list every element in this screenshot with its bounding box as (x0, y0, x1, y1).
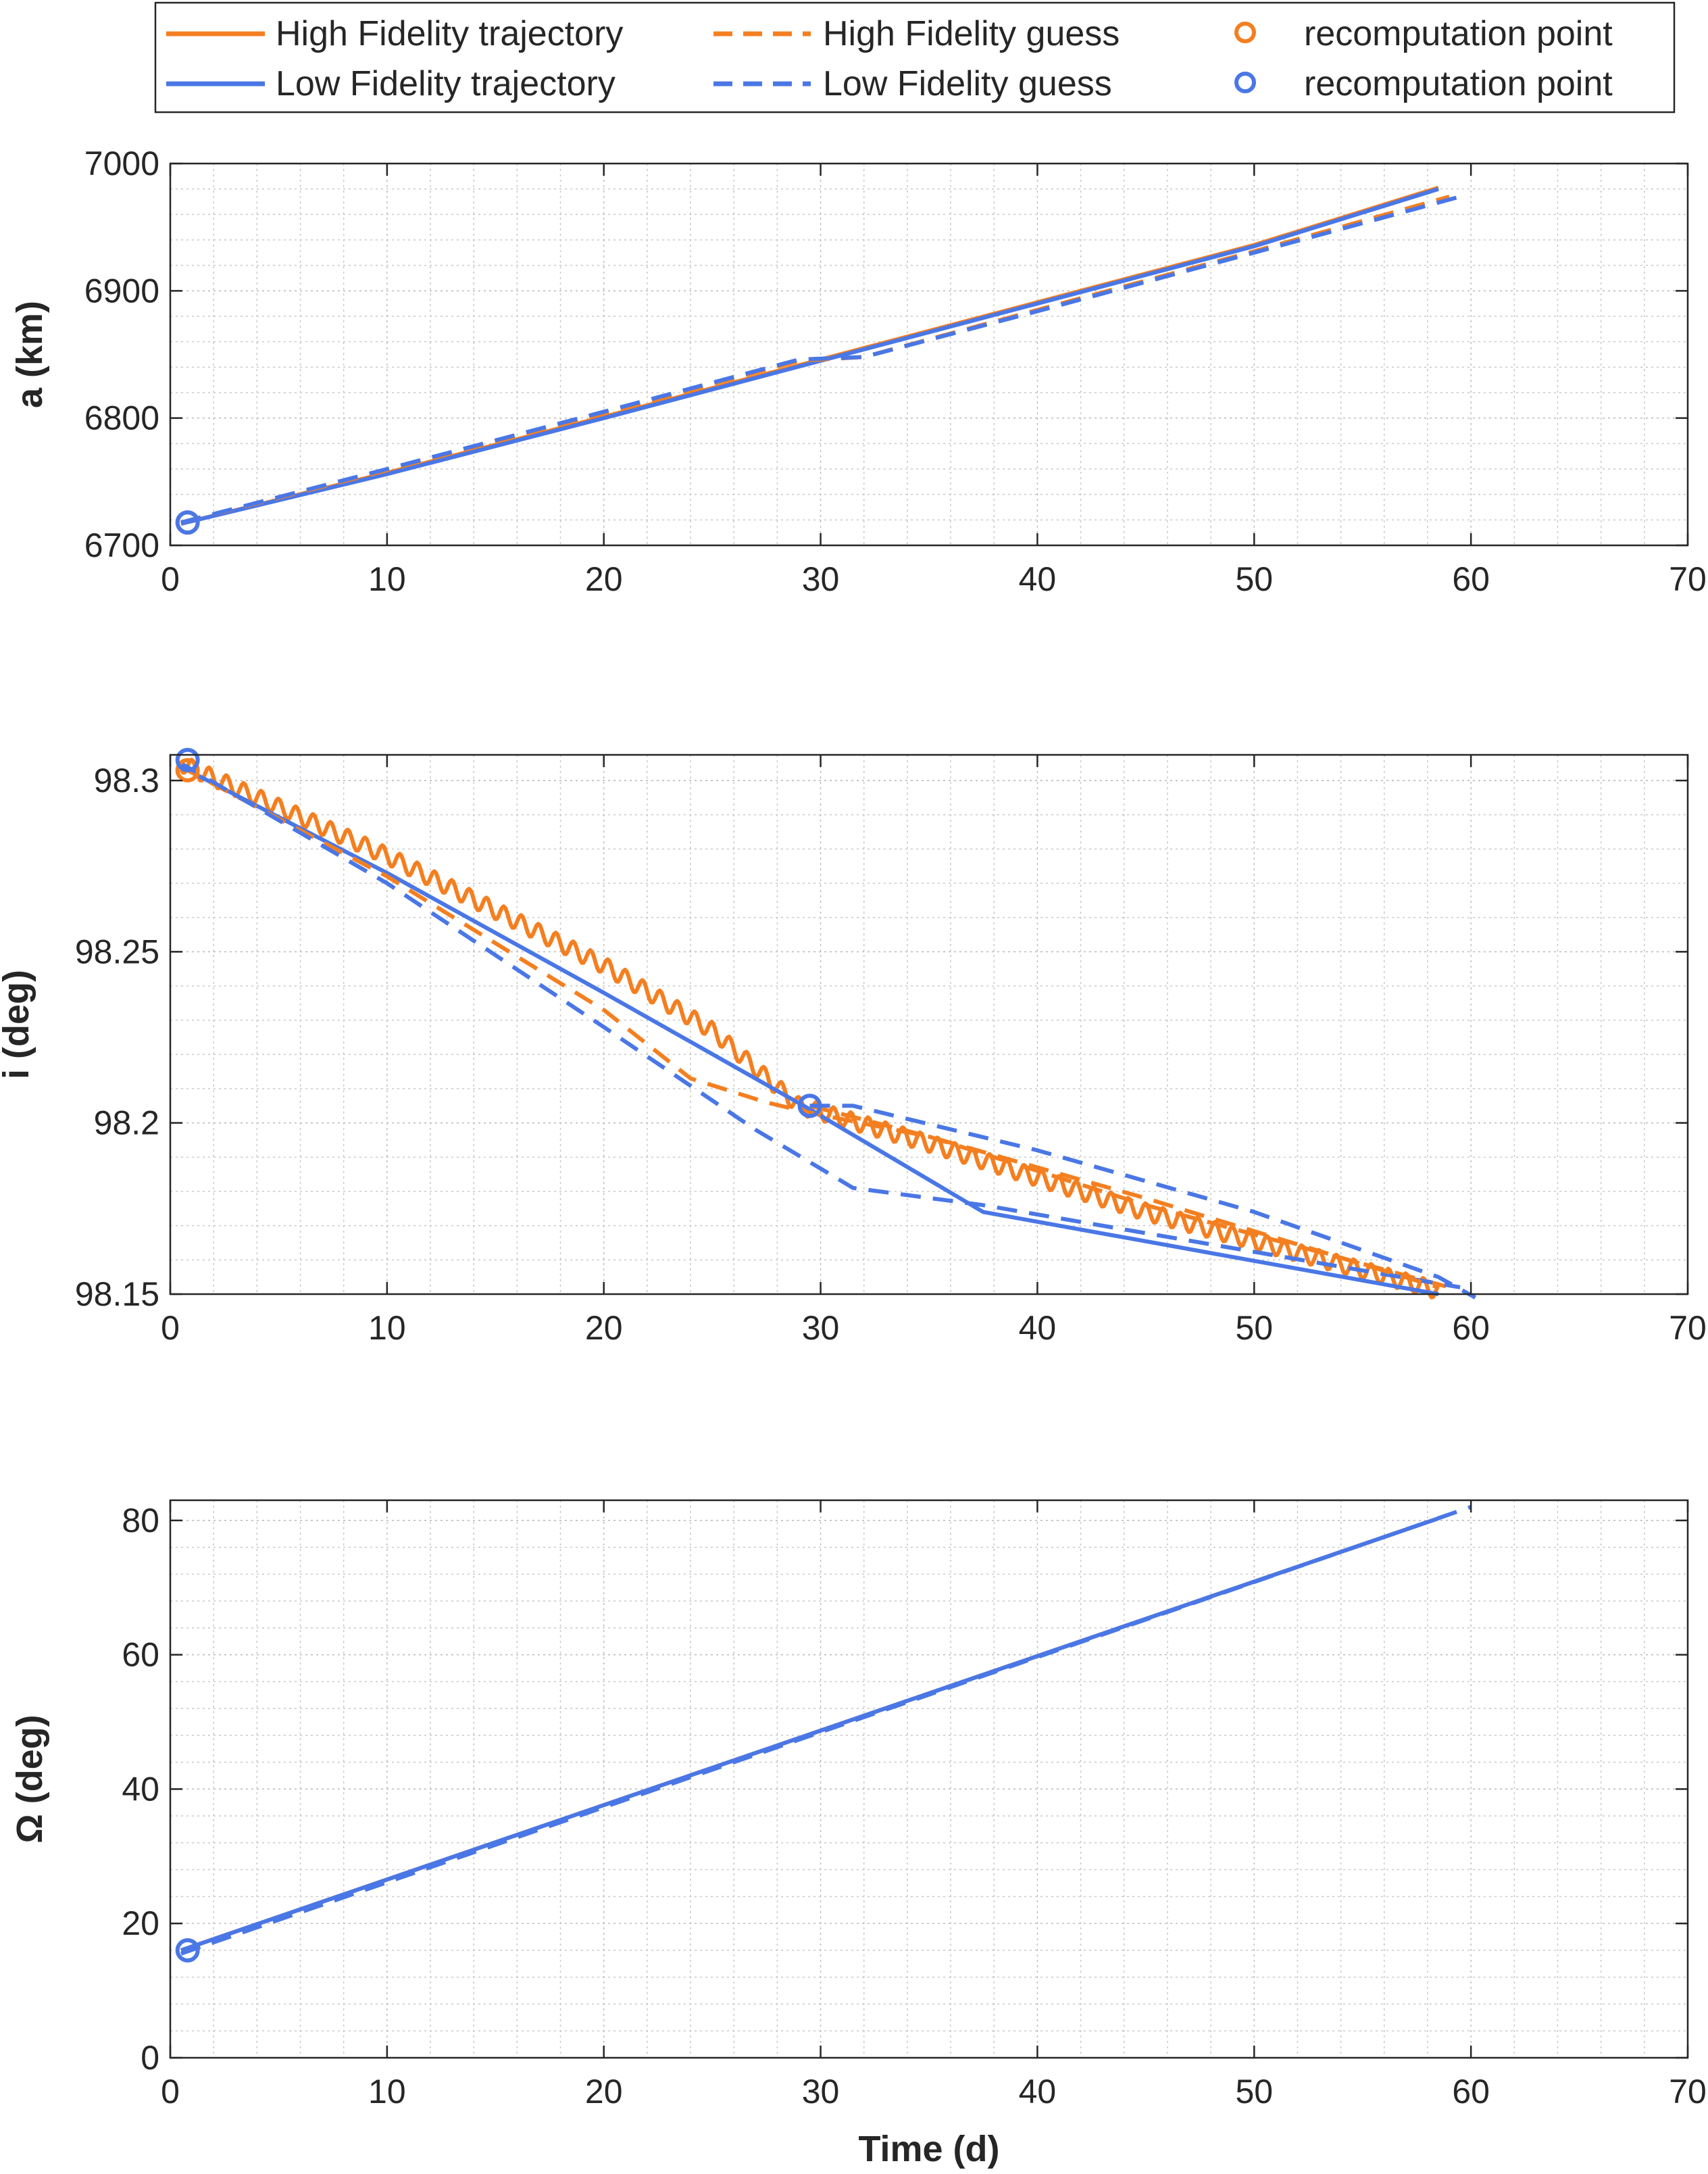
sma-y-tick-label: 6800 (84, 399, 159, 437)
incl-x-tick-label: 30 (802, 1309, 840, 1347)
sma-series-low-fidelity-guess (180, 195, 1461, 525)
legend: High Fidelity trajectory High Fidelity g… (154, 1, 1676, 114)
sma-x-tick-label: 60 (1452, 560, 1490, 598)
sma-y-tick-label: 6900 (84, 272, 159, 310)
sma-x-tick-label: 70 (1669, 560, 1707, 598)
incl-x-tick-label: 20 (585, 1309, 623, 1347)
raan-y-tick-label: 60 (122, 1636, 159, 1674)
raan-y-axis-label: Ω (deg) (9, 1714, 50, 1843)
incl-recomputation-marker (175, 758, 200, 783)
legend-marker-hf-recomputation (1234, 22, 1256, 43)
incl-x-tick-label: 40 (1019, 1309, 1057, 1347)
raan-y-tick-label: 40 (122, 1770, 159, 1808)
panel-semi-major-axis: 0 10 20 30 40 50 60 70 6700 6800 6900 7000 a (km) (9, 145, 1707, 598)
raan-y-tick-label: 20 (122, 1904, 159, 1942)
raan-y-tick-label: 80 (122, 1502, 159, 1539)
incl-y-tick-label: 98.3 (94, 762, 159, 799)
incl-y-tick-label: 98.2 (94, 1104, 159, 1142)
incl-recomputation-marker (175, 747, 200, 772)
raan-x-tick-label: 60 (1452, 2073, 1490, 2110)
incl-x-tick-label: 60 (1452, 1309, 1490, 1347)
incl-x-tick-label: 70 (1669, 1309, 1707, 1347)
legend-label-lf-guess: Low Fidelity guess (823, 64, 1112, 103)
sma-x-tick-label: 0 (161, 560, 180, 598)
raan-series-low-fidelity-guess (180, 1505, 1472, 1956)
incl-axes-box (169, 754, 1689, 1295)
legend-label-hf-guess: High Fidelity guess (823, 14, 1120, 53)
incl-series-high-fidelity-guess-restart (809, 1104, 1439, 1289)
sma-x-tick-label: 50 (1235, 560, 1273, 598)
sma-recomputation-marker (175, 510, 200, 535)
incl-series-low-fidelity-guess-restart (809, 1104, 1477, 1300)
legend-label-lf-recomputation: recomputation point (1304, 64, 1613, 103)
panel-inclination: 0 10 20 30 40 50 60 70 98.15 98.2 98.25 98.3 i (deg) (0, 747, 1707, 1347)
incl-y-tick-label: 98.15 (75, 1275, 159, 1313)
sma-x-tick-label: 20 (585, 560, 623, 598)
sma-x-tick-label: 40 (1019, 560, 1057, 598)
raan-x-tick-label: 70 (1669, 2073, 1707, 2110)
sma-y-tick-label: 6700 (84, 526, 159, 564)
incl-y-axis-label: i (deg) (0, 970, 36, 1079)
legend-box (154, 1, 1676, 114)
incl-x-tick-label: 50 (1235, 1309, 1273, 1347)
incl-x-tick-label: 10 (368, 1309, 406, 1347)
legend-label-hf-trajectory: High Fidelity trajectory (276, 14, 623, 53)
incl-recomputation-marker (797, 1093, 822, 1118)
panel-raan: 0 10 20 30 40 50 60 70 0 20 40 60 80 Ω (deg) Time (d) (9, 1499, 1707, 2169)
raan-x-axis-label: Time (d) (858, 2129, 999, 2169)
sma-y-tick-label: 7000 (84, 145, 159, 182)
raan-recomputation-marker (175, 1937, 200, 1962)
incl-series-low-fidelity-guess (180, 762, 1461, 1289)
incl-y-tick-label: 98.25 (75, 933, 159, 970)
raan-x-tick-label: 10 (368, 2073, 406, 2110)
legend-label-hf-recomputation: recomputation point (1304, 14, 1613, 53)
raan-x-tick-label: 20 (585, 2073, 623, 2110)
raan-y-tick-label: 0 (141, 2039, 159, 2077)
raan-x-tick-label: 50 (1235, 2073, 1273, 2110)
raan-x-tick-label: 0 (161, 2073, 180, 2110)
incl-series-low-fidelity-trajectory (180, 765, 1439, 1296)
sma-axes-box (169, 162, 1689, 547)
sma-y-axis-label: a (km) (9, 301, 50, 408)
sma-x-tick-label: 30 (802, 560, 840, 598)
raan-x-tick-label: 30 (802, 2073, 840, 2110)
raan-x-tick-label: 40 (1019, 2073, 1057, 2110)
legend-label-lf-trajectory: Low Fidelity trajectory (276, 64, 616, 103)
sma-x-tick-label: 10 (368, 560, 406, 598)
legend-marker-lf-recomputation (1234, 72, 1256, 93)
raan-axes-box (169, 1499, 1689, 2059)
incl-x-tick-label: 0 (161, 1309, 180, 1347)
